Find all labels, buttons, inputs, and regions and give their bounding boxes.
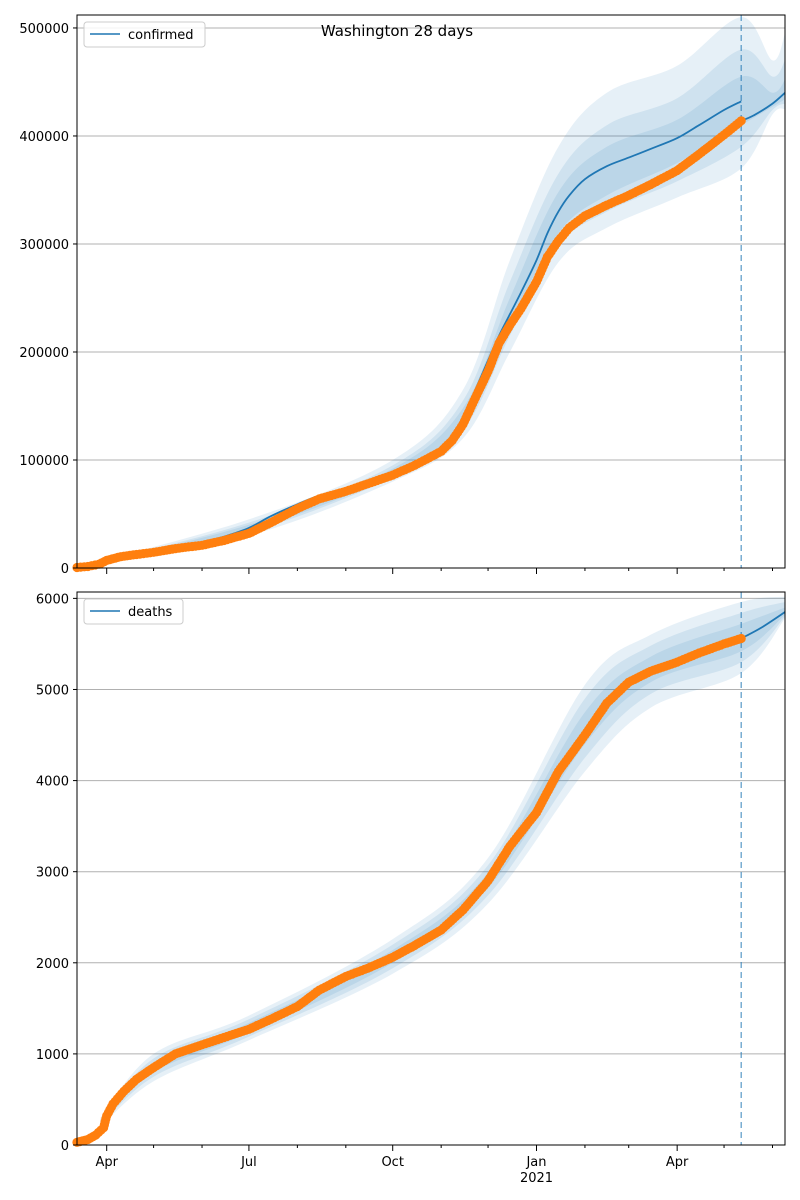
x-tick-label: Jul [240, 1155, 257, 1170]
deaths-legend: deaths [83, 598, 184, 625]
deaths-axes-frame [76, 591, 786, 1146]
y-tick-label: 4000 [36, 775, 69, 790]
legend-box [83, 21, 206, 48]
x-tick-label: Apr [95, 1155, 118, 1170]
observed-point [736, 116, 746, 126]
deaths-y-axis: 0 1000 2000 3000 4000 5000 6000 [36, 592, 77, 1154]
legend-label-deaths: deaths [128, 605, 173, 620]
confirmed-x-axis-ticks [106, 568, 773, 574]
band-middle [77, 49, 785, 569]
confirmed-axes-frame [76, 14, 786, 569]
y-tick-label: 5000 [36, 683, 69, 698]
deaths-panel: 0 1000 2000 3000 4000 5000 6000 Apr Jul Oct Jan20… [36, 591, 786, 1186]
y-tick-label: 500000 [19, 22, 69, 37]
y-tick-label: 200000 [19, 346, 69, 361]
band-middle [100, 602, 785, 1125]
y-tick-label: 400000 [19, 130, 69, 145]
figure-title: Washington 28 days [321, 22, 473, 40]
x-tick-label: Oct [381, 1155, 403, 1170]
y-tick-label: 1000 [36, 1048, 69, 1063]
deaths-model-line [740, 611, 786, 640]
band-outer [100, 596, 785, 1127]
model-line-deaths [740, 611, 786, 640]
band-inner [77, 75, 785, 569]
y-tick-label: 6000 [36, 592, 69, 607]
band-outer [77, 17, 785, 568]
model-line-confirmed [740, 92, 786, 122]
y-tick-label: 300000 [19, 238, 69, 253]
confirmed-observed-markers [72, 116, 746, 573]
y-tick-label: 3000 [36, 866, 69, 881]
y-tick-label: 0 [61, 562, 69, 577]
y-tick-label: 100000 [19, 454, 69, 469]
legend-box [83, 598, 184, 625]
y-tick-label: 0 [61, 1139, 69, 1154]
band-inner [100, 607, 785, 1124]
confirmed-uncertainty-bands [77, 17, 785, 569]
y-tick-label: 2000 [36, 957, 69, 972]
x-tick-sublabel: 2021 [520, 1171, 553, 1186]
x-tick-label: Apr [666, 1155, 689, 1170]
confirmed-panel: 0 100000 200000 300000 400000 500000 confirme… [19, 14, 786, 577]
x-tick-label: Jan [525, 1155, 546, 1170]
confirmed-legend: confirmed [83, 21, 206, 48]
observed-point [736, 633, 746, 644]
deaths-observed-markers [72, 633, 746, 1147]
confirmed-y-axis: 0 100000 200000 300000 400000 500000 [19, 22, 77, 577]
deaths-uncertainty-bands [100, 596, 785, 1127]
legend-label-confirmed: confirmed [128, 28, 194, 43]
